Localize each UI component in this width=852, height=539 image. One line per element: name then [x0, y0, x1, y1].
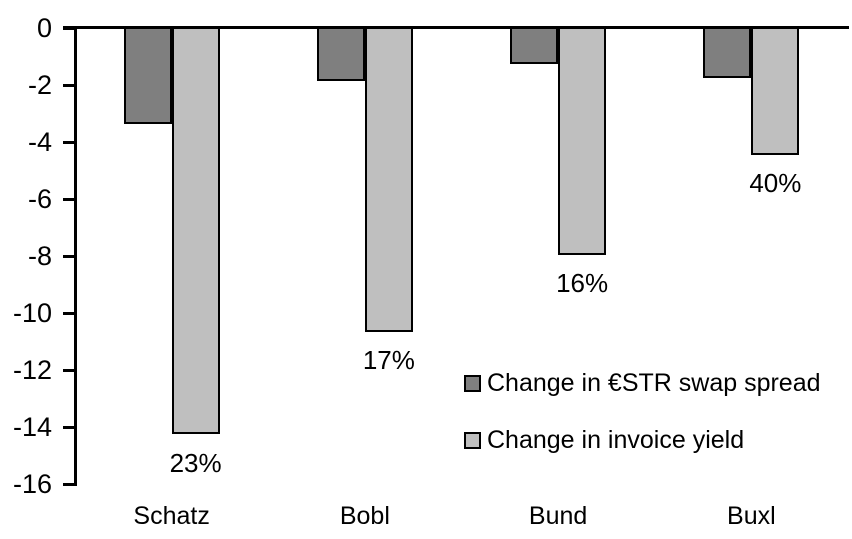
category-label-buxl: Buxl: [727, 502, 776, 530]
y-tick-mark--6: [63, 197, 74, 201]
y-tick-label--16: -16: [12, 469, 52, 499]
y-tick-mark--10: [63, 311, 74, 315]
category-label-bund: Bund: [528, 502, 588, 530]
legend-item-invoice-yield: Change in invoice yield: [464, 426, 821, 454]
y-tick-mark--16: [63, 482, 74, 486]
category-label-bobl: Bobl: [339, 502, 390, 530]
y-tick-label--10: -10: [12, 298, 52, 328]
data-label-invoice-yield-buxl: 40%: [749, 168, 802, 199]
y-tick-mark--4: [63, 140, 74, 144]
y-tick-mark--2: [63, 83, 74, 87]
y-tick-mark--8: [63, 254, 74, 258]
bar-swap-spread-bund: [510, 26, 559, 64]
bar-invoice-yield-buxl: [751, 26, 800, 155]
data-label-invoice-yield-schatz: 23%: [169, 447, 222, 478]
y-tick-label-0: 0: [36, 13, 52, 43]
bar-swap-spread-bobl: [316, 26, 365, 81]
y-tick-mark-0: [63, 26, 74, 30]
bar-swap-spread-schatz: [123, 26, 172, 124]
y-tick-label--14: -14: [12, 412, 52, 442]
y-axis-line: [73, 26, 77, 486]
y-tick-label--8: -8: [27, 241, 52, 271]
bar-invoice-yield-bobl: [364, 26, 413, 332]
legend: Change in €STR swap spread Change in inv…: [464, 369, 821, 454]
bar-swap-spread-buxl: [703, 26, 752, 78]
legend-label-swap-spread: Change in €STR swap spread: [487, 369, 821, 397]
data-label-invoice-yield-bund: 16%: [556, 268, 609, 299]
bar-invoice-yield-schatz: [171, 26, 220, 435]
legend-label-invoice-yield: Change in invoice yield: [487, 426, 745, 454]
category-label-schatz: Schatz: [133, 502, 210, 530]
bar-invoice-yield-bund: [558, 26, 607, 255]
legend-item-swap-spread: Change in €STR swap spread: [464, 369, 821, 397]
y-tick-label--12: -12: [12, 355, 52, 385]
legend-swatch-swap-spread-icon: [464, 374, 481, 392]
y-tick-label--2: -2: [27, 70, 52, 100]
y-tick-mark--14: [63, 425, 74, 429]
data-label-invoice-yield-bobl: 17%: [362, 345, 415, 376]
x-axis-zero-line: [63, 26, 849, 29]
y-tick-mark--12: [63, 368, 74, 372]
y-tick-label--4: -4: [27, 127, 52, 157]
legend-swatch-invoice-yield-icon: [464, 431, 481, 449]
y-tick-label--6: -6: [27, 184, 52, 214]
